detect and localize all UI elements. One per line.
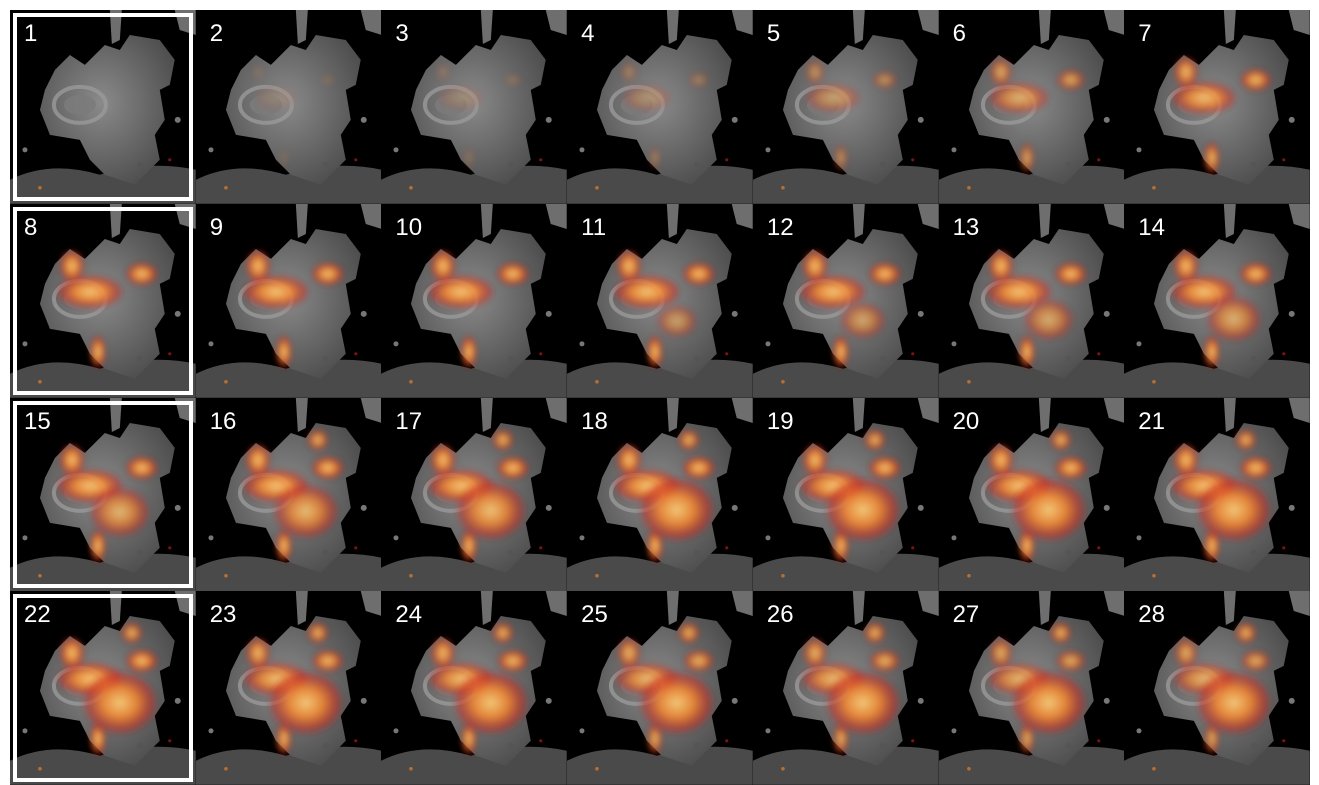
frame-number-label: 3: [395, 20, 409, 47]
frame-number-label: 20: [952, 407, 980, 435]
pet-ct-slice-image: [10, 10, 196, 204]
frame-number-label: 16: [209, 407, 237, 435]
montage-frame: 24: [381, 591, 568, 785]
pet-ct-slice-image: [195, 397, 382, 592]
pet-ct-slice-image: [938, 10, 1125, 204]
frame-number-label: 1: [24, 20, 38, 47]
frame-number-label: 18: [581, 407, 608, 435]
frame-number-label: 22: [24, 601, 51, 629]
pet-ct-slice-image: [10, 203, 196, 398]
pet-ct-montage: 1 2 3 4 5 6 7 8 9 10 11 12 13 14 15 16 17 18 19 20 21 22 23 24 2…: [10, 10, 1310, 785]
pet-ct-slice-image: [1124, 203, 1310, 398]
montage-frame: 8: [10, 203, 196, 398]
montage-frame: 1: [10, 10, 196, 204]
montage-frame: 2: [195, 10, 382, 204]
pet-ct-slice-image: [567, 203, 753, 398]
frame-number-label: 5: [766, 20, 781, 47]
pet-ct-slice-image: [752, 10, 939, 204]
montage-frame: 14: [1124, 203, 1310, 398]
montage-frame: 26: [752, 591, 939, 785]
montage-frame: 27: [938, 591, 1125, 785]
frame-number-label: 28: [1138, 601, 1165, 629]
montage-frame: 22: [10, 591, 196, 785]
frame-number-label: 13: [952, 213, 980, 241]
montage-frame: 17: [381, 397, 568, 592]
pet-ct-slice-image: [381, 10, 568, 204]
frame-number-label: 7: [1138, 20, 1152, 47]
montage-frame: 10: [381, 203, 568, 398]
montage-frame: 21: [1124, 397, 1310, 592]
montage-frame: 4: [567, 10, 753, 204]
montage-frame: 20: [938, 397, 1125, 592]
montage-frame: 12: [752, 203, 939, 398]
pet-ct-slice-image: [752, 397, 939, 592]
pet-ct-slice-image: [10, 591, 196, 785]
montage-frame: 28: [1124, 591, 1310, 785]
pet-ct-slice-image: [1124, 591, 1310, 785]
pet-ct-slice-image: [381, 203, 568, 398]
montage-frame: 23: [195, 591, 382, 785]
frame-number-label: 19: [766, 407, 794, 435]
frame-number-label: 6: [952, 20, 966, 47]
montage-frame: 13: [938, 203, 1125, 398]
pet-ct-slice-image: [938, 397, 1125, 592]
frame-number-label: 17: [395, 407, 423, 435]
montage-frame: 6: [938, 10, 1125, 204]
pet-ct-slice-image: [567, 591, 753, 785]
pet-ct-slice-image: [567, 397, 753, 592]
pet-ct-slice-image: [195, 10, 382, 204]
pet-ct-slice-image: [195, 203, 382, 398]
frame-number-label: 9: [209, 213, 224, 241]
pet-ct-slice-image: [1124, 397, 1310, 592]
pet-ct-slice-image: [381, 591, 568, 785]
frame-number-label: 11: [581, 213, 607, 241]
pet-ct-slice-image: [195, 591, 382, 785]
pet-ct-slice-image: [10, 397, 196, 592]
montage-frame: 3: [381, 10, 568, 204]
montage-frame: 16: [195, 397, 382, 592]
montage-frame: 25: [567, 591, 753, 785]
frame-number-label: 21: [1138, 407, 1165, 435]
frame-number-label: 12: [766, 213, 794, 241]
frame-number-label: 27: [952, 601, 980, 629]
frame-number-label: 25: [581, 601, 608, 629]
frame-number-label: 26: [766, 601, 794, 629]
montage-frame: 7: [1124, 10, 1310, 204]
montage-frame: 9: [195, 203, 382, 398]
montage-frame: 11: [567, 203, 753, 398]
frame-number-label: 4: [581, 20, 595, 47]
pet-ct-slice-image: [752, 203, 939, 398]
montage-frame: 18: [567, 397, 753, 592]
pet-ct-slice-image: [1124, 10, 1310, 204]
pet-ct-slice-image: [752, 591, 939, 785]
pet-ct-slice-image: [381, 397, 568, 592]
pet-ct-slice-image: [938, 591, 1125, 785]
frame-number-label: 2: [209, 20, 224, 47]
frame-number-label: 15: [24, 407, 51, 435]
frame-number-label: 14: [1138, 213, 1165, 241]
frame-number-label: 10: [395, 213, 423, 241]
frame-number-label: 23: [209, 601, 237, 629]
pet-ct-slice-image: [567, 10, 753, 204]
frame-number-label: 24: [395, 601, 423, 629]
montage-frame: 19: [752, 397, 939, 592]
montage-frame: 5: [752, 10, 939, 204]
frame-number-label: 8: [24, 213, 38, 241]
montage-frame: 15: [10, 397, 196, 592]
pet-ct-slice-image: [938, 203, 1125, 398]
